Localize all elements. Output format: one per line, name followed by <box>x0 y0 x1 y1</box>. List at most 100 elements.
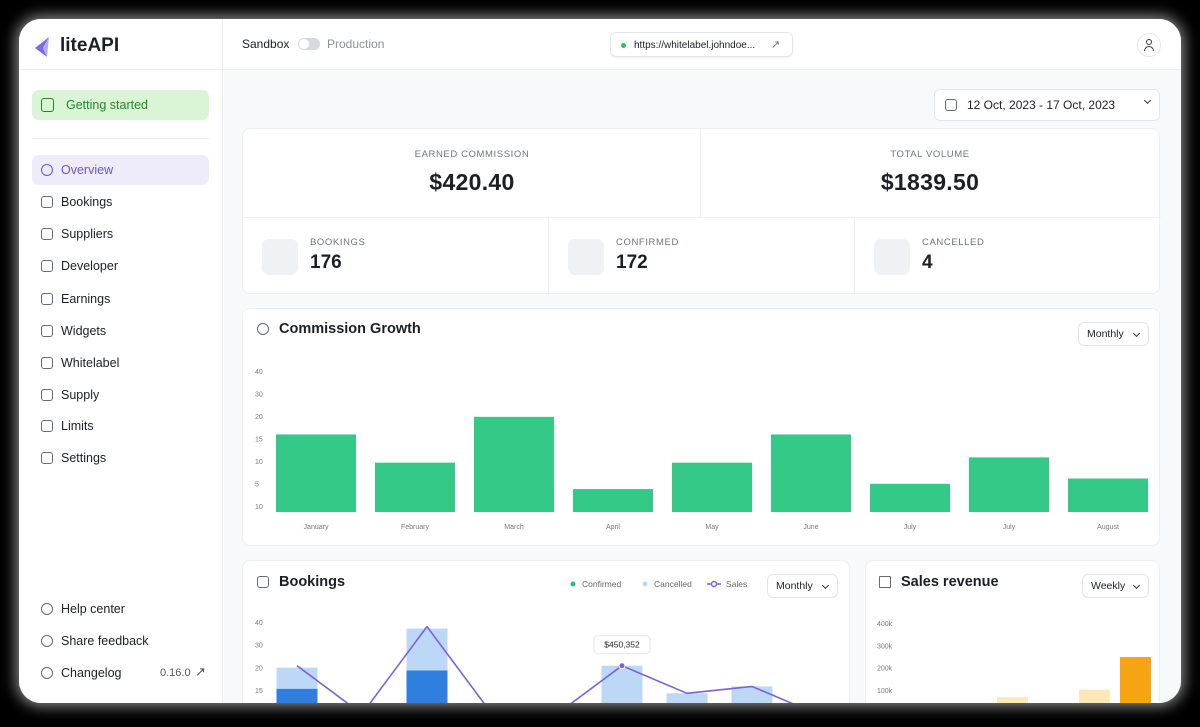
stat-icon <box>874 239 910 275</box>
card-title: Commission Growth <box>279 321 421 337</box>
footer-item[interactable]: Changelog <box>32 658 209 688</box>
bar <box>771 434 851 512</box>
bar <box>276 434 356 512</box>
x-tick-label: February <box>401 524 430 531</box>
date-picker[interactable]: 12 Oct, 2023 - 17 Oct, 2023 <box>934 89 1160 121</box>
legend-label: Confirmed <box>582 579 621 589</box>
nav-label: Suppliers <box>61 227 114 241</box>
y-tick-label: 30 <box>255 643 263 650</box>
nav-label: Bookings <box>61 195 113 209</box>
getting-started-label: Getting started <box>66 98 148 112</box>
y-tick-label: 5 <box>255 482 259 489</box>
footer-item[interactable]: Share feedback <box>32 626 209 656</box>
sandbox-label[interactable]: Sandbox <box>242 37 290 51</box>
bar <box>375 462 455 512</box>
avatar-button[interactable] <box>1137 33 1161 57</box>
stat-icon <box>262 239 298 275</box>
bar <box>1068 478 1148 512</box>
legend-swatch <box>710 580 718 588</box>
y-tick-label: 20 <box>255 665 263 672</box>
y-tick-label: 15 <box>255 688 263 695</box>
y-tick-label: 15 <box>255 437 263 444</box>
period-select[interactable]: Monthly <box>767 574 838 598</box>
nav-item[interactable]: Widgets <box>32 316 209 346</box>
y-tick-label: 20 <box>255 414 263 421</box>
url-pill[interactable]: https://whitelabel.johndoe... ↗ <box>610 32 793 57</box>
nav-icon <box>41 325 53 337</box>
nav-icon <box>41 293 53 305</box>
stat-label: BOOKINGS <box>310 237 366 248</box>
external-arrow[interactable]: ↗ <box>195 664 206 679</box>
nav-icon <box>41 357 53 369</box>
nav-label: Widgets <box>61 324 107 338</box>
stat-label: CANCELLED <box>922 237 985 248</box>
period: Weekly <box>1091 580 1126 592</box>
nav-item[interactable]: Settings <box>32 443 209 473</box>
nav-item[interactable]: Developer <box>32 251 209 281</box>
bar-segment <box>406 628 448 671</box>
bar-segment <box>731 686 773 703</box>
nav-item[interactable]: Bookings <box>32 187 209 217</box>
x-tick-label: March <box>504 524 524 531</box>
x-tick-label: April <box>606 524 620 531</box>
production-label[interactable]: Production <box>327 37 385 51</box>
date-range: 12 Oct, 2023 - 17 Oct, 2023 <box>967 98 1116 112</box>
bar <box>997 697 1028 703</box>
stat-value: 176 <box>310 252 342 273</box>
nav-icon <box>41 452 53 464</box>
stat-icon <box>568 239 604 275</box>
period-select[interactable]: Monthly <box>1078 322 1149 346</box>
nav-item[interactable]: Earnings <box>32 284 209 314</box>
period: Monthly <box>1087 328 1124 340</box>
bar-segment <box>276 688 318 703</box>
y-tick-label: 400k <box>877 621 893 628</box>
bar-segment <box>666 693 708 703</box>
nav-item[interactable]: Whitelabel <box>32 348 209 378</box>
x-tick-label: January <box>304 524 329 531</box>
nav-label: Earnings <box>61 292 111 306</box>
tooltip-text: $450,352 <box>604 640 640 650</box>
nav-label: Overview <box>61 163 114 177</box>
bar <box>1079 689 1110 703</box>
stat-label: CONFIRMED <box>616 237 679 248</box>
period-select[interactable]: Weekly <box>1082 574 1149 598</box>
stat-label: EARNED COMMISSION <box>414 149 530 160</box>
nav-label: Limits <box>61 419 94 433</box>
nav-icon <box>41 228 53 240</box>
y-tick-label: 300k <box>877 643 893 650</box>
bookings-card: Bookings Monthly <box>242 560 850 703</box>
footer-label: Changelog <box>61 666 122 680</box>
card-title: Bookings <box>279 574 346 590</box>
nav-icon <box>41 260 53 272</box>
nav-item[interactable]: Suppliers <box>32 219 209 249</box>
stat-label: TOTAL VOLUME <box>890 149 970 160</box>
legend-label: Cancelled <box>654 579 692 589</box>
version: 0.16.0 <box>160 667 191 679</box>
nav-label: Supply <box>61 388 100 402</box>
logo-icon <box>35 37 49 57</box>
stat-value: 4 <box>922 252 933 273</box>
nav-item[interactable]: Supply <box>32 380 209 410</box>
logo-text: liteAPI <box>60 35 120 56</box>
y-tick-label: 10 <box>255 459 263 466</box>
stat-value: $1839.50 <box>880 169 980 195</box>
bar <box>969 457 1049 512</box>
getting-started[interactable]: Getting started <box>32 90 209 120</box>
footer-item[interactable]: Help center <box>32 594 209 624</box>
stats-card: EARNED COMMISSION $420.40 TOTAL VOLUME $183… <box>242 128 1161 295</box>
bar-segment <box>601 665 643 703</box>
nav-item[interactable]: Limits <box>32 411 209 441</box>
y-tick-label: 200k <box>877 666 893 673</box>
bar-segment <box>406 670 448 703</box>
env-toggle[interactable] <box>298 38 320 50</box>
x-tick-label: July <box>904 524 917 531</box>
footer-label: Share feedback <box>61 634 149 648</box>
nav-item[interactable]: Overview <box>32 155 209 185</box>
y-tick-label: 40 <box>255 620 263 627</box>
footer-icon <box>41 635 53 647</box>
nav-label: Whitelabel <box>61 356 120 370</box>
tooltip-box <box>593 635 651 655</box>
stat-value: 172 <box>616 252 648 273</box>
legend-label: Sales <box>726 579 747 589</box>
